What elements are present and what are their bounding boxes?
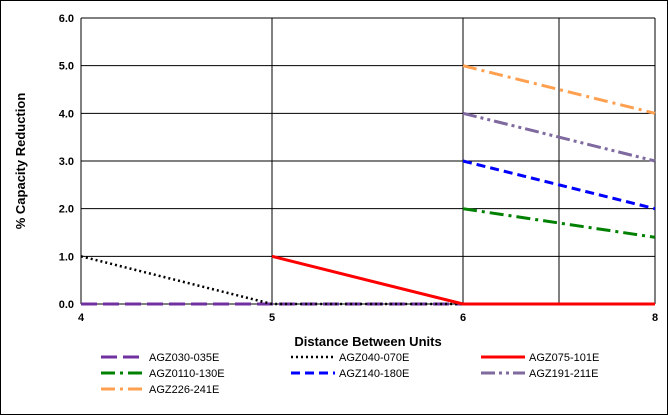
- series-line-agz226-241e: [462, 64, 656, 115]
- y-tick-label: 1.0: [59, 251, 74, 263]
- legend-label: AGZ030-035E: [149, 352, 219, 364]
- legend-label: AGZ0110-130E: [149, 368, 225, 380]
- legend: AGZ030-035E AGZ040-070E AGZ075-101E AGZ0110…: [101, 352, 599, 396]
- y-tick-label: 4.0: [59, 108, 74, 120]
- legend-label: AGZ191-211E: [529, 368, 599, 380]
- x-tick-label: 6: [460, 312, 466, 324]
- y-tick-label: 2.0: [59, 204, 74, 216]
- y-tick-label: 6.0: [59, 13, 74, 25]
- x-tick-label: 8: [652, 312, 658, 324]
- x-axis-title: Distance Between Units: [294, 334, 441, 349]
- y-tick-label: 3.0: [59, 156, 74, 168]
- y-tick-label: 0.0: [59, 299, 74, 311]
- y-axis-title: % Capacity Reduction: [13, 93, 28, 230]
- series-line-agz0110-130e: [462, 207, 656, 239]
- series-line-agz191-211e: [462, 111, 656, 163]
- x-tick-label: 5: [269, 312, 275, 324]
- x-tick-label: 4: [78, 312, 85, 324]
- legend-label: AGZ040-070E: [339, 352, 409, 364]
- y-tick-label: 5.0: [59, 61, 74, 73]
- series-line-agz140-180e: [462, 159, 656, 211]
- legend-label: AGZ226-241E: [149, 384, 219, 396]
- legend-label: AGZ075-101E: [529, 352, 599, 364]
- series-line-agz040-070e: [80, 255, 655, 306]
- series-line-agz075-101e: [271, 254, 655, 306]
- legend-label: AGZ140-180E: [339, 368, 409, 380]
